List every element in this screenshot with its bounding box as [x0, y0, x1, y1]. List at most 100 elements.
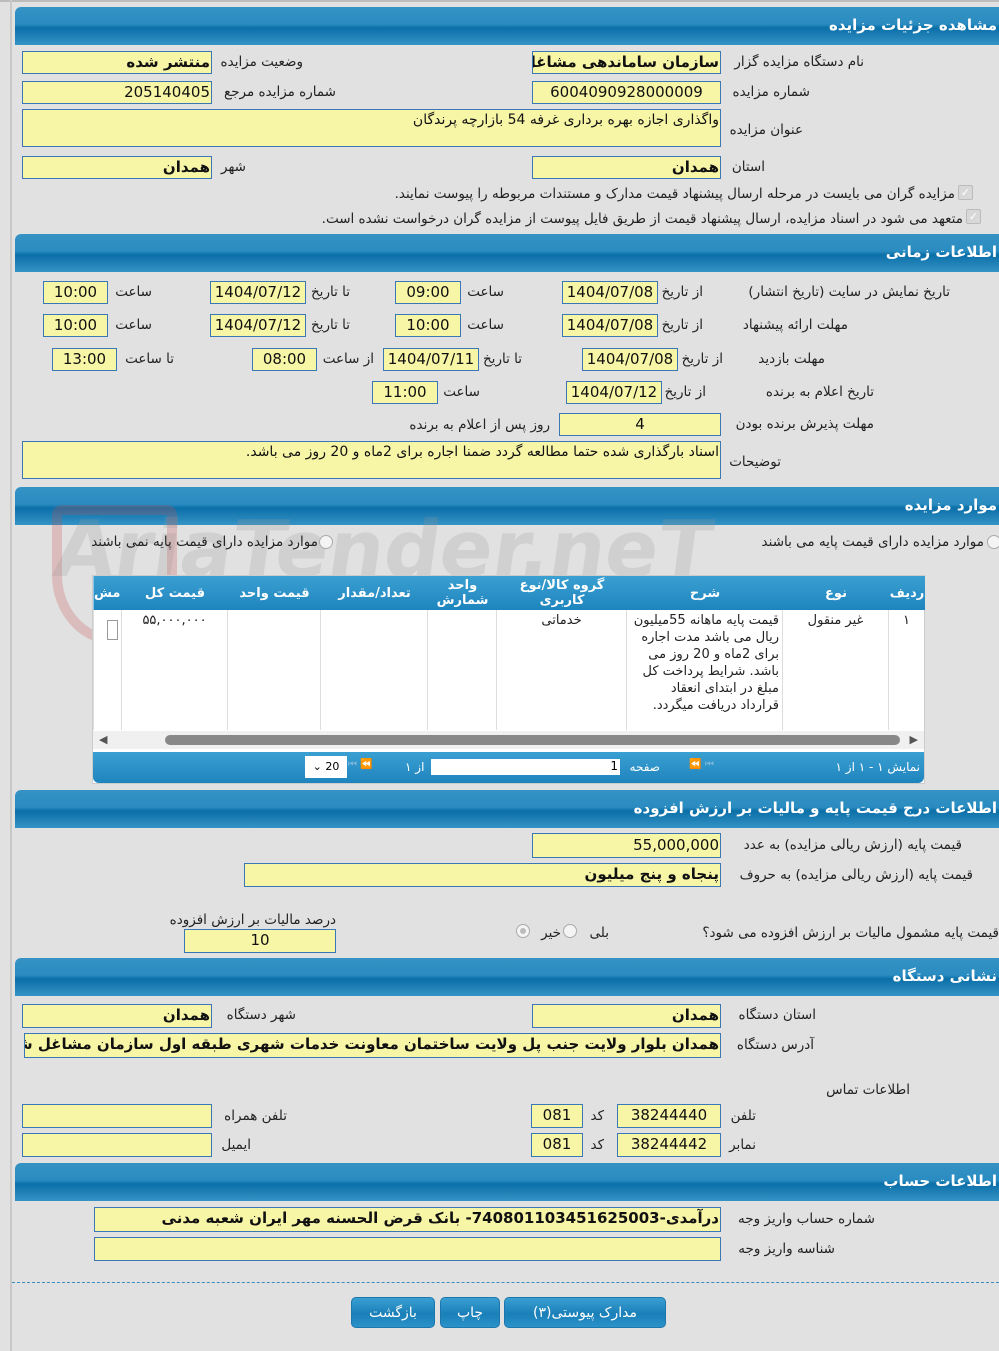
offer-to-time[interactable]: 10:00 [43, 314, 108, 337]
cell-unit-price [227, 610, 320, 730]
col-header-truncated[interactable]: مش [93, 576, 122, 610]
account-number-field[interactable]: درآمدی-740801103451625003- بانک قرض الحس… [94, 1207, 721, 1232]
offer-from-time[interactable]: 10:00 [395, 314, 461, 337]
section-title: اطلاعات زمانی [885, 243, 997, 261]
org-address-field[interactable]: همدان بلوار ولایت جنب پل ولایت ساختمان م… [24, 1033, 721, 1058]
base-price-number-field[interactable]: 55,000,000 [532, 833, 721, 858]
section-header-timing: اطلاعات زمانی [15, 234, 999, 272]
mobile-field[interactable] [22, 1104, 212, 1128]
offer-from-date[interactable]: 1404/07/08 [562, 314, 658, 337]
accept-days-field[interactable]: 4 [559, 413, 721, 436]
org-province-field[interactable]: همدان [532, 1004, 721, 1028]
subject-field[interactable]: واگذاری اجازه بهره برداری غرفه 54 بازارچ… [22, 109, 721, 147]
without-base-price-label: موارد مزایده دارای قیمت پایه نمی باشند [91, 534, 318, 550]
accept-label: مهلت پذیرش برنده بودن [735, 416, 874, 432]
contact-info-label: اطلاعات تماس [826, 1082, 910, 1098]
payment-id-label: شناسه واریز وجه [738, 1241, 835, 1257]
attachments-required-label: مزایده گران می بایست در مرحله ارسال پیشن… [394, 186, 955, 202]
email-field[interactable] [22, 1133, 212, 1157]
base-price-words-field[interactable]: پنجاه و پنج میلیون [244, 863, 721, 887]
org-label: نام دستگاه مزایده گزار [734, 54, 864, 70]
status-field[interactable]: منتشر شده [22, 51, 212, 74]
to-date-label: تا تاریخ [310, 284, 350, 300]
cell-truncated [93, 610, 121, 730]
payment-id-field[interactable] [94, 1237, 721, 1261]
top-border [0, 0, 999, 2]
pager-prev-last-icons[interactable]: ⏪ ⏮ [348, 759, 373, 770]
vat-percent-label: درصد مالیات بر ارزش افزوده [169, 912, 336, 928]
time-label: ساعت [467, 317, 504, 333]
province-label: استان [731, 159, 765, 175]
phone-code-field[interactable]: 081 [531, 1104, 583, 1128]
no-file-offer-checkbox[interactable]: ✓ [966, 209, 981, 224]
col-header-type[interactable]: نوع [782, 576, 889, 610]
pager-page-input[interactable]: 1 [431, 759, 620, 775]
publish-to-time[interactable]: 10:00 [43, 281, 108, 304]
visit-from-date[interactable]: 1404/07/08 [582, 348, 678, 371]
col-header-description[interactable]: شرح [626, 576, 783, 610]
cell-description: قیمت پایه ماهانه 55میلیون ریال می باشد م… [626, 610, 782, 730]
col-header-total-price[interactable]: قیمت کل [121, 576, 228, 610]
col-header-group[interactable]: گروه کالا/نوع کاربری [496, 576, 627, 610]
with-base-price-radio[interactable] [987, 535, 999, 549]
from-time-label: از ساعت [322, 351, 374, 367]
attachments-button[interactable]: مدارک پیوستی(۳) [504, 1297, 666, 1328]
fax-code-field[interactable]: 081 [531, 1133, 583, 1157]
ref-number-field[interactable]: 205140405 [22, 81, 212, 104]
to-time-label: تا ساعت [125, 351, 174, 367]
city-field[interactable]: همدان [22, 156, 212, 179]
scrollbar-thumb[interactable] [165, 735, 900, 745]
email-label: ایمیل [221, 1137, 251, 1153]
from-date-label: از تاریخ [661, 317, 703, 333]
col-header-quantity[interactable]: تعداد/مقدار [320, 576, 428, 610]
row-action-button[interactable] [107, 620, 118, 640]
pager-first-next-icons[interactable]: ⏮ ⏪ [689, 759, 714, 770]
vat-yes-radio[interactable] [563, 924, 577, 938]
horizontal-scrollbar[interactable]: ◀ ▶ [93, 731, 924, 749]
visit-to-time[interactable]: 13:00 [52, 348, 117, 371]
visit-to-date[interactable]: 1404/07/11 [383, 348, 479, 371]
scroll-left-arrow-icon[interactable]: ◀ [99, 733, 108, 746]
pager-showing: نمایش ۱ - ۱ از ۱ [835, 760, 920, 774]
visit-from-time[interactable]: 08:00 [252, 348, 317, 371]
org-city-field[interactable]: همدان [22, 1004, 212, 1028]
pager-of: از ۱ [405, 760, 425, 774]
announce-time[interactable]: 11:00 [372, 381, 438, 404]
offer-to-date[interactable]: 1404/07/12 [210, 314, 306, 337]
col-header-unit-price[interactable]: قیمت واحد [227, 576, 321, 610]
number-field[interactable]: 6004090928000009 [532, 81, 721, 104]
publish-to-date[interactable]: 1404/07/12 [210, 281, 306, 304]
col-header-unit[interactable]: واحد شمارش [427, 576, 497, 610]
publish-from-time[interactable]: 09:00 [395, 281, 461, 304]
page-size-select[interactable]: 20 ⌄ [305, 756, 347, 778]
cell-type: غیر منقول [782, 610, 888, 730]
scroll-right-arrow-icon[interactable]: ▶ [909, 733, 918, 746]
org-field[interactable]: سازمان ساماندهی مشاغل [532, 51, 721, 74]
fax-field[interactable]: 38244442 [617, 1133, 721, 1157]
announce-date[interactable]: 1404/07/12 [566, 381, 662, 404]
col-header-row[interactable]: ردیف [888, 576, 925, 610]
province-field[interactable]: همدان [532, 156, 721, 179]
phone-field[interactable]: 38244440 [617, 1104, 721, 1128]
print-button[interactable]: چاپ [440, 1297, 500, 1328]
section-title: اطلاعات حساب [883, 1172, 997, 1190]
vat-no-radio[interactable] [516, 924, 530, 938]
mobile-label: تلفن همراه [224, 1108, 287, 1124]
notes-field[interactable]: اسناد بارگذاری شده حتما مطالعه گردد ضمنا… [22, 441, 721, 479]
attachments-required-checkbox[interactable]: ✓ [958, 185, 973, 200]
vat-percent-field[interactable]: 10 [184, 929, 336, 953]
city-label: شهر [221, 159, 246, 175]
from-date-label: از تاریخ [661, 284, 703, 300]
without-base-price-radio[interactable] [319, 535, 333, 549]
accept-suffix: روز پس از اعلام به برنده [409, 417, 550, 433]
to-date-label: تا تاریخ [482, 351, 522, 367]
grid-pager: نمایش ۱ - ۱ از ۱ ⏮ ⏪ صفحه 1 از ۱ ⏪ ⏮ 20 … [93, 752, 924, 783]
pager-page-label: صفحه [629, 760, 660, 774]
announce-label: تاریخ اعلام به برنده [765, 384, 874, 400]
back-button[interactable]: بازگشت [351, 1297, 435, 1328]
cell-quantity [320, 610, 427, 730]
publish-from-date[interactable]: 1404/07/08 [562, 281, 658, 304]
section-title: نشانی دستگاه [892, 967, 997, 985]
org-address-label: آدرس دستگاه [736, 1037, 814, 1053]
